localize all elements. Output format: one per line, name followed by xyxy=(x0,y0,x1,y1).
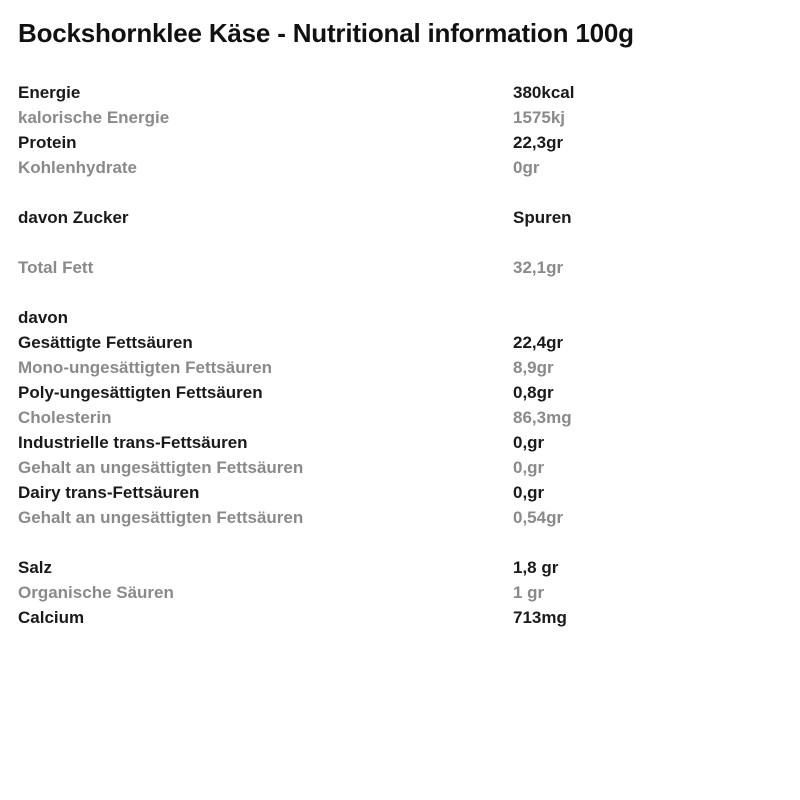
nutrient-value: 0,8gr xyxy=(513,383,554,402)
nutrient-value: 22,3gr xyxy=(513,133,564,152)
nutrient-value: Spuren xyxy=(513,208,572,227)
nutrient-label: Salz xyxy=(18,558,53,577)
nutrient-value: 86,3mg xyxy=(513,408,572,427)
nutrient-label: Energie xyxy=(18,83,81,102)
nutrition-table: Energie 380kcal kalorische Energie 1575kj Pr… xyxy=(18,80,778,630)
nutrient-label: davon xyxy=(18,308,69,327)
table-row: Calcium 713mg xyxy=(18,605,778,630)
table-row: kalorische Energie 1575kj xyxy=(18,105,778,130)
nutrient-label: Mono-ungesättigten Fettsäuren xyxy=(18,358,273,377)
nutrient-value: 1,8 gr xyxy=(513,558,559,577)
nutrient-label: Calcium xyxy=(18,608,85,627)
table-row: Industrielle trans-Fettsäuren 0,gr xyxy=(18,430,778,455)
table-row: Dairy trans-Fettsäuren 0,gr xyxy=(18,480,778,505)
nutrient-value: 0,gr xyxy=(513,433,545,452)
table-row-spacer xyxy=(18,530,778,555)
nutrient-label: Industrielle trans-Fettsäuren xyxy=(18,433,248,452)
nutrient-value: 0,54gr xyxy=(513,508,564,527)
nutrient-label: Gehalt an ungesättigten Fettsäuren xyxy=(18,458,304,477)
table-row: Protein 22,3gr xyxy=(18,130,778,155)
nutrient-value: 0,gr xyxy=(513,458,545,477)
nutrient-value: 22,4gr xyxy=(513,333,564,352)
nutrient-label: Cholesterin xyxy=(18,408,112,427)
table-row: Organische Säuren 1 gr xyxy=(18,580,778,605)
table-row: Gehalt an ungesättigten Fettsäuren 0,gr xyxy=(18,455,778,480)
nutrient-label: Gesättigte Fettsäuren xyxy=(18,333,193,352)
table-row: Total Fett 32,1gr xyxy=(18,255,778,280)
nutrient-label: Total Fett xyxy=(18,258,94,277)
table-row-spacer xyxy=(18,280,778,305)
nutrient-label: Poly-ungesättigten Fettsäuren xyxy=(18,383,263,402)
nutrient-value: 0,gr xyxy=(513,483,545,502)
nutrient-label: Organische Säuren xyxy=(18,583,174,602)
table-row: Energie 380kcal xyxy=(18,80,778,105)
nutrient-value: 1 gr xyxy=(513,583,545,602)
table-row: Poly-ungesättigten Fettsäuren 0,8gr xyxy=(18,380,778,405)
table-row: Kohlenhydrate 0gr xyxy=(18,155,778,180)
page-title: Bockshornklee Käse - Nutritional informa… xyxy=(18,18,634,48)
table-row-spacer xyxy=(18,230,778,255)
nutrient-value: 8,9gr xyxy=(513,358,554,377)
table-row: Gehalt an ungesättigten Fettsäuren 0,54gr xyxy=(18,505,778,530)
table-row: Cholesterin 86,3mg xyxy=(18,405,778,430)
table-row: Mono-ungesättigten Fettsäuren 8,9gr xyxy=(18,355,778,380)
table-row: davon Zucker Spuren xyxy=(18,205,778,230)
nutrient-label: kalorische Energie xyxy=(18,108,170,127)
table-row: davon xyxy=(18,305,778,330)
nutrient-label: Kohlenhydrate xyxy=(18,158,138,177)
nutrient-label: davon Zucker xyxy=(18,208,129,227)
nutrient-label: Gehalt an ungesättigten Fettsäuren xyxy=(18,508,304,527)
nutrient-value: 380kcal xyxy=(513,83,575,102)
table-row-spacer xyxy=(18,180,778,205)
nutrient-value: 713mg xyxy=(513,608,567,627)
nutrient-value: 32,1gr xyxy=(513,258,564,277)
table-row: Gesättigte Fettsäuren 22,4gr xyxy=(18,330,778,355)
nutrient-label: Protein xyxy=(18,133,77,152)
nutrient-label: Dairy trans-Fettsäuren xyxy=(18,483,200,502)
table-row: Salz 1,8 gr xyxy=(18,555,778,580)
nutrient-value: 0gr xyxy=(513,158,540,177)
nutrient-value: 1575kj xyxy=(513,108,565,127)
